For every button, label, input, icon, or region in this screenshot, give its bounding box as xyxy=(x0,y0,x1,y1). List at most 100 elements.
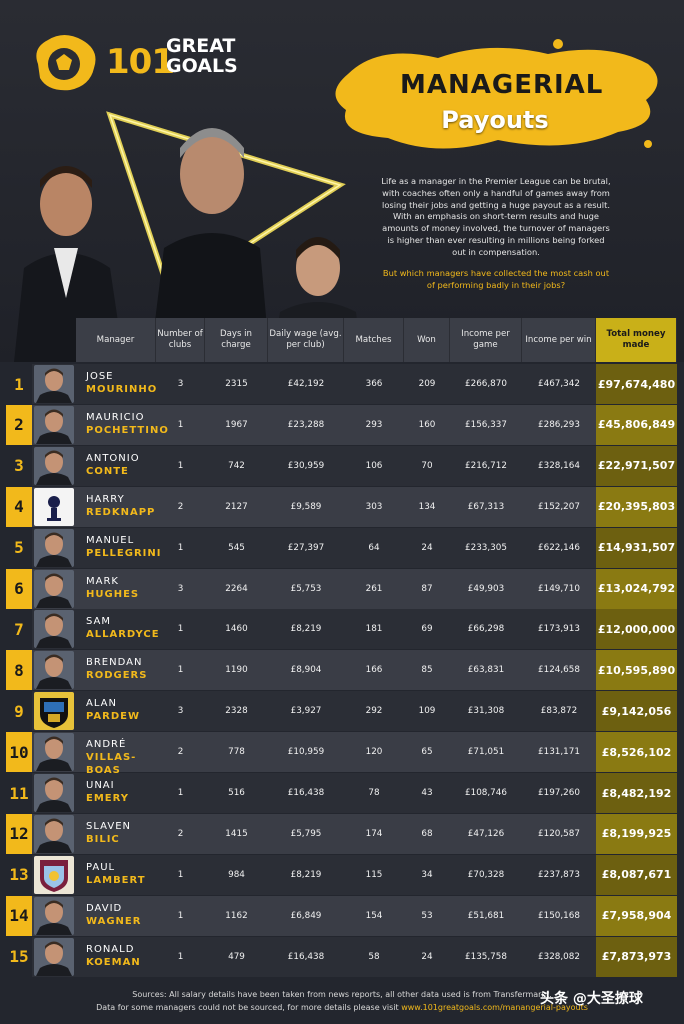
cell-days: 2264 xyxy=(225,583,248,594)
football-splash-icon xyxy=(36,35,96,91)
cell-days: 2315 xyxy=(225,379,248,389)
row-cells: MAURICIO POCHETTINO 1 1967 £23,288 293 160 £156… xyxy=(76,404,677,445)
cell-matches: 154 xyxy=(365,910,383,921)
cell-per-game: £31,308 xyxy=(467,706,505,717)
cell-wage: £27,397 xyxy=(287,542,325,553)
watermark: 头条 @大圣撩球 xyxy=(540,991,643,1007)
rank-number: 1 xyxy=(6,364,32,404)
last-name: POCHETTINO xyxy=(86,424,169,436)
cell-matches: 174 xyxy=(365,828,383,839)
cell-days: 742 xyxy=(228,460,245,471)
row-cells: JOSE MOURINHO 3 2315 £42,192 366 209 £266,870 £4… xyxy=(76,364,677,404)
cell-per-win: £150,168 xyxy=(538,910,580,921)
cell-won: 85 xyxy=(421,665,433,676)
newcastle-crest-icon xyxy=(34,692,74,731)
cell-per-win: £152,207 xyxy=(538,501,580,512)
manager-avatar xyxy=(34,528,74,567)
cell-total: £10,595,890 xyxy=(596,650,677,691)
cell-won: 43 xyxy=(421,788,433,798)
cell-wage: £30,959 xyxy=(287,460,325,471)
rank-number: 13 xyxy=(6,854,32,895)
first-name: SAM xyxy=(86,616,112,628)
header-manager: Manager xyxy=(76,318,156,362)
cell-won: 69 xyxy=(421,624,433,635)
cell-matches: 120 xyxy=(365,747,383,758)
cell-days: 778 xyxy=(228,747,245,758)
last-name: RODGERS xyxy=(86,670,148,682)
manager-name: JOSE MOURINHO xyxy=(86,370,158,396)
footer-sources: Sources: All salary details have been ta… xyxy=(132,990,552,999)
last-name: KOEMAN xyxy=(86,956,141,968)
last-name: MOURINHO xyxy=(86,384,158,395)
last-name: REDKNAPP xyxy=(86,506,156,518)
manager-name: DAVID WAGNER xyxy=(86,902,158,928)
cell-per-win: £83,872 xyxy=(540,706,578,717)
cell-per-win: £467,342 xyxy=(538,379,580,389)
header-income-win: Income per win xyxy=(522,318,596,362)
manager-name: ANTONIO CONTE xyxy=(86,452,158,478)
cell-matches: 58 xyxy=(368,951,380,962)
footer-link[interactable]: www.101greatgoals.com/manangerial-payout… xyxy=(401,1003,588,1012)
header-wage: Daily wage (avg. per club) xyxy=(268,318,344,362)
first-name: BRENDAN xyxy=(86,657,143,669)
cell-matches: 366 xyxy=(365,379,383,389)
table-row: 11 UNAI EMERY 1 516 £16,438 78 43 £108,746 £197,2… xyxy=(6,773,677,813)
cell-total: £97,674,480 xyxy=(596,364,677,404)
logo-number: 101 xyxy=(106,42,175,82)
cell-total: £8,199,925 xyxy=(596,813,677,854)
row-cells: ANTONIO CONTE 1 742 £30,959 106 70 £216,712 £328… xyxy=(76,445,677,486)
cell-per-win: £622,146 xyxy=(538,542,580,553)
logo-text: GREAT GOALS xyxy=(166,35,238,77)
manager-name: UNAI EMERY xyxy=(86,779,158,805)
cell-wage: £10,959 xyxy=(287,747,325,758)
cell-matches: 115 xyxy=(365,869,383,880)
cell-total: £8,482,192 xyxy=(596,773,677,813)
cell-per-win: £173,913 xyxy=(538,624,580,635)
first-name: PAUL xyxy=(86,861,116,873)
cell-days: 2328 xyxy=(225,706,248,717)
site-logo[interactable]: 101 GREAT GOALS xyxy=(30,28,245,98)
table-row: 4 HARRY REDKNAPP 2 2127 £9,589 303 134 £67,313 £1… xyxy=(6,486,677,527)
row-cells: ALAN PARDEW 3 2328 £3,927 292 109 £31,308 £83,87… xyxy=(76,691,677,732)
cell-matches: 64 xyxy=(368,542,380,553)
rank-number: 14 xyxy=(6,895,32,936)
cell-total: £45,806,849 xyxy=(596,404,677,445)
cell-won: 134 xyxy=(418,501,436,512)
cell-wage: £16,438 xyxy=(287,951,325,962)
cell-days: 545 xyxy=(228,542,245,553)
cell-won: 34 xyxy=(421,869,433,880)
rank-number: 7 xyxy=(6,609,32,650)
cell-wage: £42,192 xyxy=(287,379,325,389)
cell-per-game: £49,903 xyxy=(467,583,505,594)
last-name: ALLARDYCE xyxy=(86,629,160,641)
last-name: EMERY xyxy=(86,793,130,804)
cell-clubs: 3 xyxy=(177,379,184,389)
intro-question: But which managers have collected the mo… xyxy=(382,268,610,290)
cell-wage: £8,219 xyxy=(290,624,322,635)
cell-won: 109 xyxy=(418,706,436,717)
cell-per-game: £156,337 xyxy=(465,419,507,430)
manager-avatar xyxy=(34,405,74,444)
cell-clubs: 2 xyxy=(177,747,184,758)
manager-avatar xyxy=(34,814,74,853)
spurs-crest-icon xyxy=(34,487,74,526)
cell-per-win: £328,082 xyxy=(538,951,580,962)
row-cells: UNAI EMERY 1 516 £16,438 78 43 £108,746 £197,260… xyxy=(76,773,677,813)
manager-name: SLAVEN BILIC xyxy=(86,820,158,846)
cell-clubs: 1 xyxy=(177,951,184,962)
table-row: 7 SAM ALLARDYCE 1 1460 £8,219 181 69 £66,298 £173… xyxy=(6,609,677,650)
row-cells: SAM ALLARDYCE 1 1460 £8,219 181 69 £66,298 £173,… xyxy=(76,609,677,650)
cell-per-game: £51,681 xyxy=(467,910,505,921)
cell-won: 65 xyxy=(421,747,433,758)
row-cells: MANUEL PELLEGRINI 1 545 £27,397 64 24 £233,305 £… xyxy=(76,527,677,568)
row-cells: PAUL LAMBERT 1 984 £8,219 115 34 £70,328 £237,87… xyxy=(76,854,677,895)
cell-days: 479 xyxy=(228,951,245,962)
first-name: MAURICIO xyxy=(86,411,145,423)
cell-clubs: 2 xyxy=(177,501,184,512)
table-row: 15 RONALD KOEMAN 1 479 £16,438 58 24 £135,758 £32… xyxy=(6,936,677,977)
cell-won: 160 xyxy=(418,419,436,430)
last-name: LAMBERT xyxy=(86,874,146,886)
cell-per-game: £66,298 xyxy=(467,624,505,635)
cell-days: 1415 xyxy=(225,828,248,839)
header-banner: 101 GREAT GOALS MANAGERIAL Payouts Life … xyxy=(0,0,684,362)
